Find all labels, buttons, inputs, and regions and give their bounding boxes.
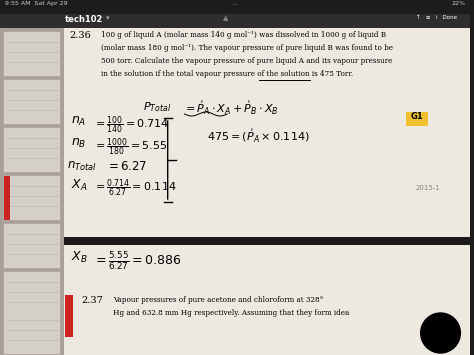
Bar [64,28,470,240]
Text: $= \frac{0.714}{6.27} = 0.114$: $= \frac{0.714}{6.27} = 0.114$ [93,178,177,200]
Text: 100 g of liquid A (molar mass 140 g mol⁻¹) was dissolved in 1000 g of liquid B: 100 g of liquid A (molar mass 140 g mol⁻… [101,31,386,39]
Bar [4,32,60,76]
Text: ↑   ≡   i   Done: ↑ ≡ i Done [416,15,457,20]
Text: ▾: ▾ [106,15,109,21]
Text: 9:55 AM  Sat Apr 29: 9:55 AM Sat Apr 29 [5,1,68,6]
Text: G1: G1 [410,112,423,121]
Bar [4,128,60,172]
Text: 2.37: 2.37 [82,296,103,305]
Text: $475 = (\mathring{P}_A \times 0.114)$: $475 = (\mathring{P}_A \times 0.114)$ [207,128,310,145]
Text: in the solution if the total vapour pressure of the solution is 475 Torr.: in the solution if the total vapour pres… [101,70,353,78]
Bar [65,295,73,337]
Bar [4,176,60,220]
Text: 500 torr. Calculate the vapour pressure of pure liquid A and its vapour pressure: 500 torr. Calculate the vapour pressure … [101,57,392,65]
Text: ...: ... [232,1,238,6]
Text: 22%: 22% [451,1,465,6]
Bar [0,14,470,28]
Bar [0,28,64,355]
Text: ▲: ▲ [222,15,228,21]
Text: 2015-1: 2015-1 [416,185,440,191]
Text: (molar mass 180 g mol⁻¹). The vapour pressure of pure liquid B was found to be: (molar mass 180 g mol⁻¹). The vapour pre… [101,44,393,52]
Text: $n_{Total}$: $n_{Total}$ [67,160,98,173]
Bar [4,272,60,316]
Text: Vapour pressures of pure acetone and chloroform at 328°: Vapour pressures of pure acetone and chl… [113,296,323,304]
Text: $= \frac{1000}{180} = 5.55$: $= \frac{1000}{180} = 5.55$ [93,137,167,158]
Text: $P_{Total}$: $P_{Total}$ [143,100,171,114]
Bar [64,237,470,245]
Text: tech102: tech102 [64,15,103,24]
Text: $n_B$: $n_B$ [72,137,87,150]
Text: 2.36: 2.36 [70,31,91,40]
Text: $= \frac{100}{140} = 0.714$: $= \frac{100}{140} = 0.714$ [93,115,169,136]
Bar [4,176,10,220]
Text: $= 6.27$: $= 6.27$ [106,160,147,173]
Bar [64,245,470,355]
Bar [4,310,60,354]
Bar [4,80,60,124]
Circle shape [421,313,460,353]
Text: $X_B$: $X_B$ [72,250,88,265]
Text: $= \mathring{P}_{A} \cdot X_A + \mathring{P}_{B} \cdot X_B$: $= \mathring{P}_{A} \cdot X_A + \mathrin… [182,100,278,118]
Bar [0,0,470,14]
Bar [406,112,428,126]
Text: $= \frac{5.55}{6.27} = 0.886$: $= \frac{5.55}{6.27} = 0.886$ [93,250,182,272]
Text: $n_A$: $n_A$ [72,115,87,128]
Bar [4,224,60,268]
Text: $X_A$: $X_A$ [72,178,88,193]
Text: Hg and 632.8 mm Hg respectively. Assuming that they form idea: Hg and 632.8 mm Hg respectively. Assumin… [113,309,349,317]
